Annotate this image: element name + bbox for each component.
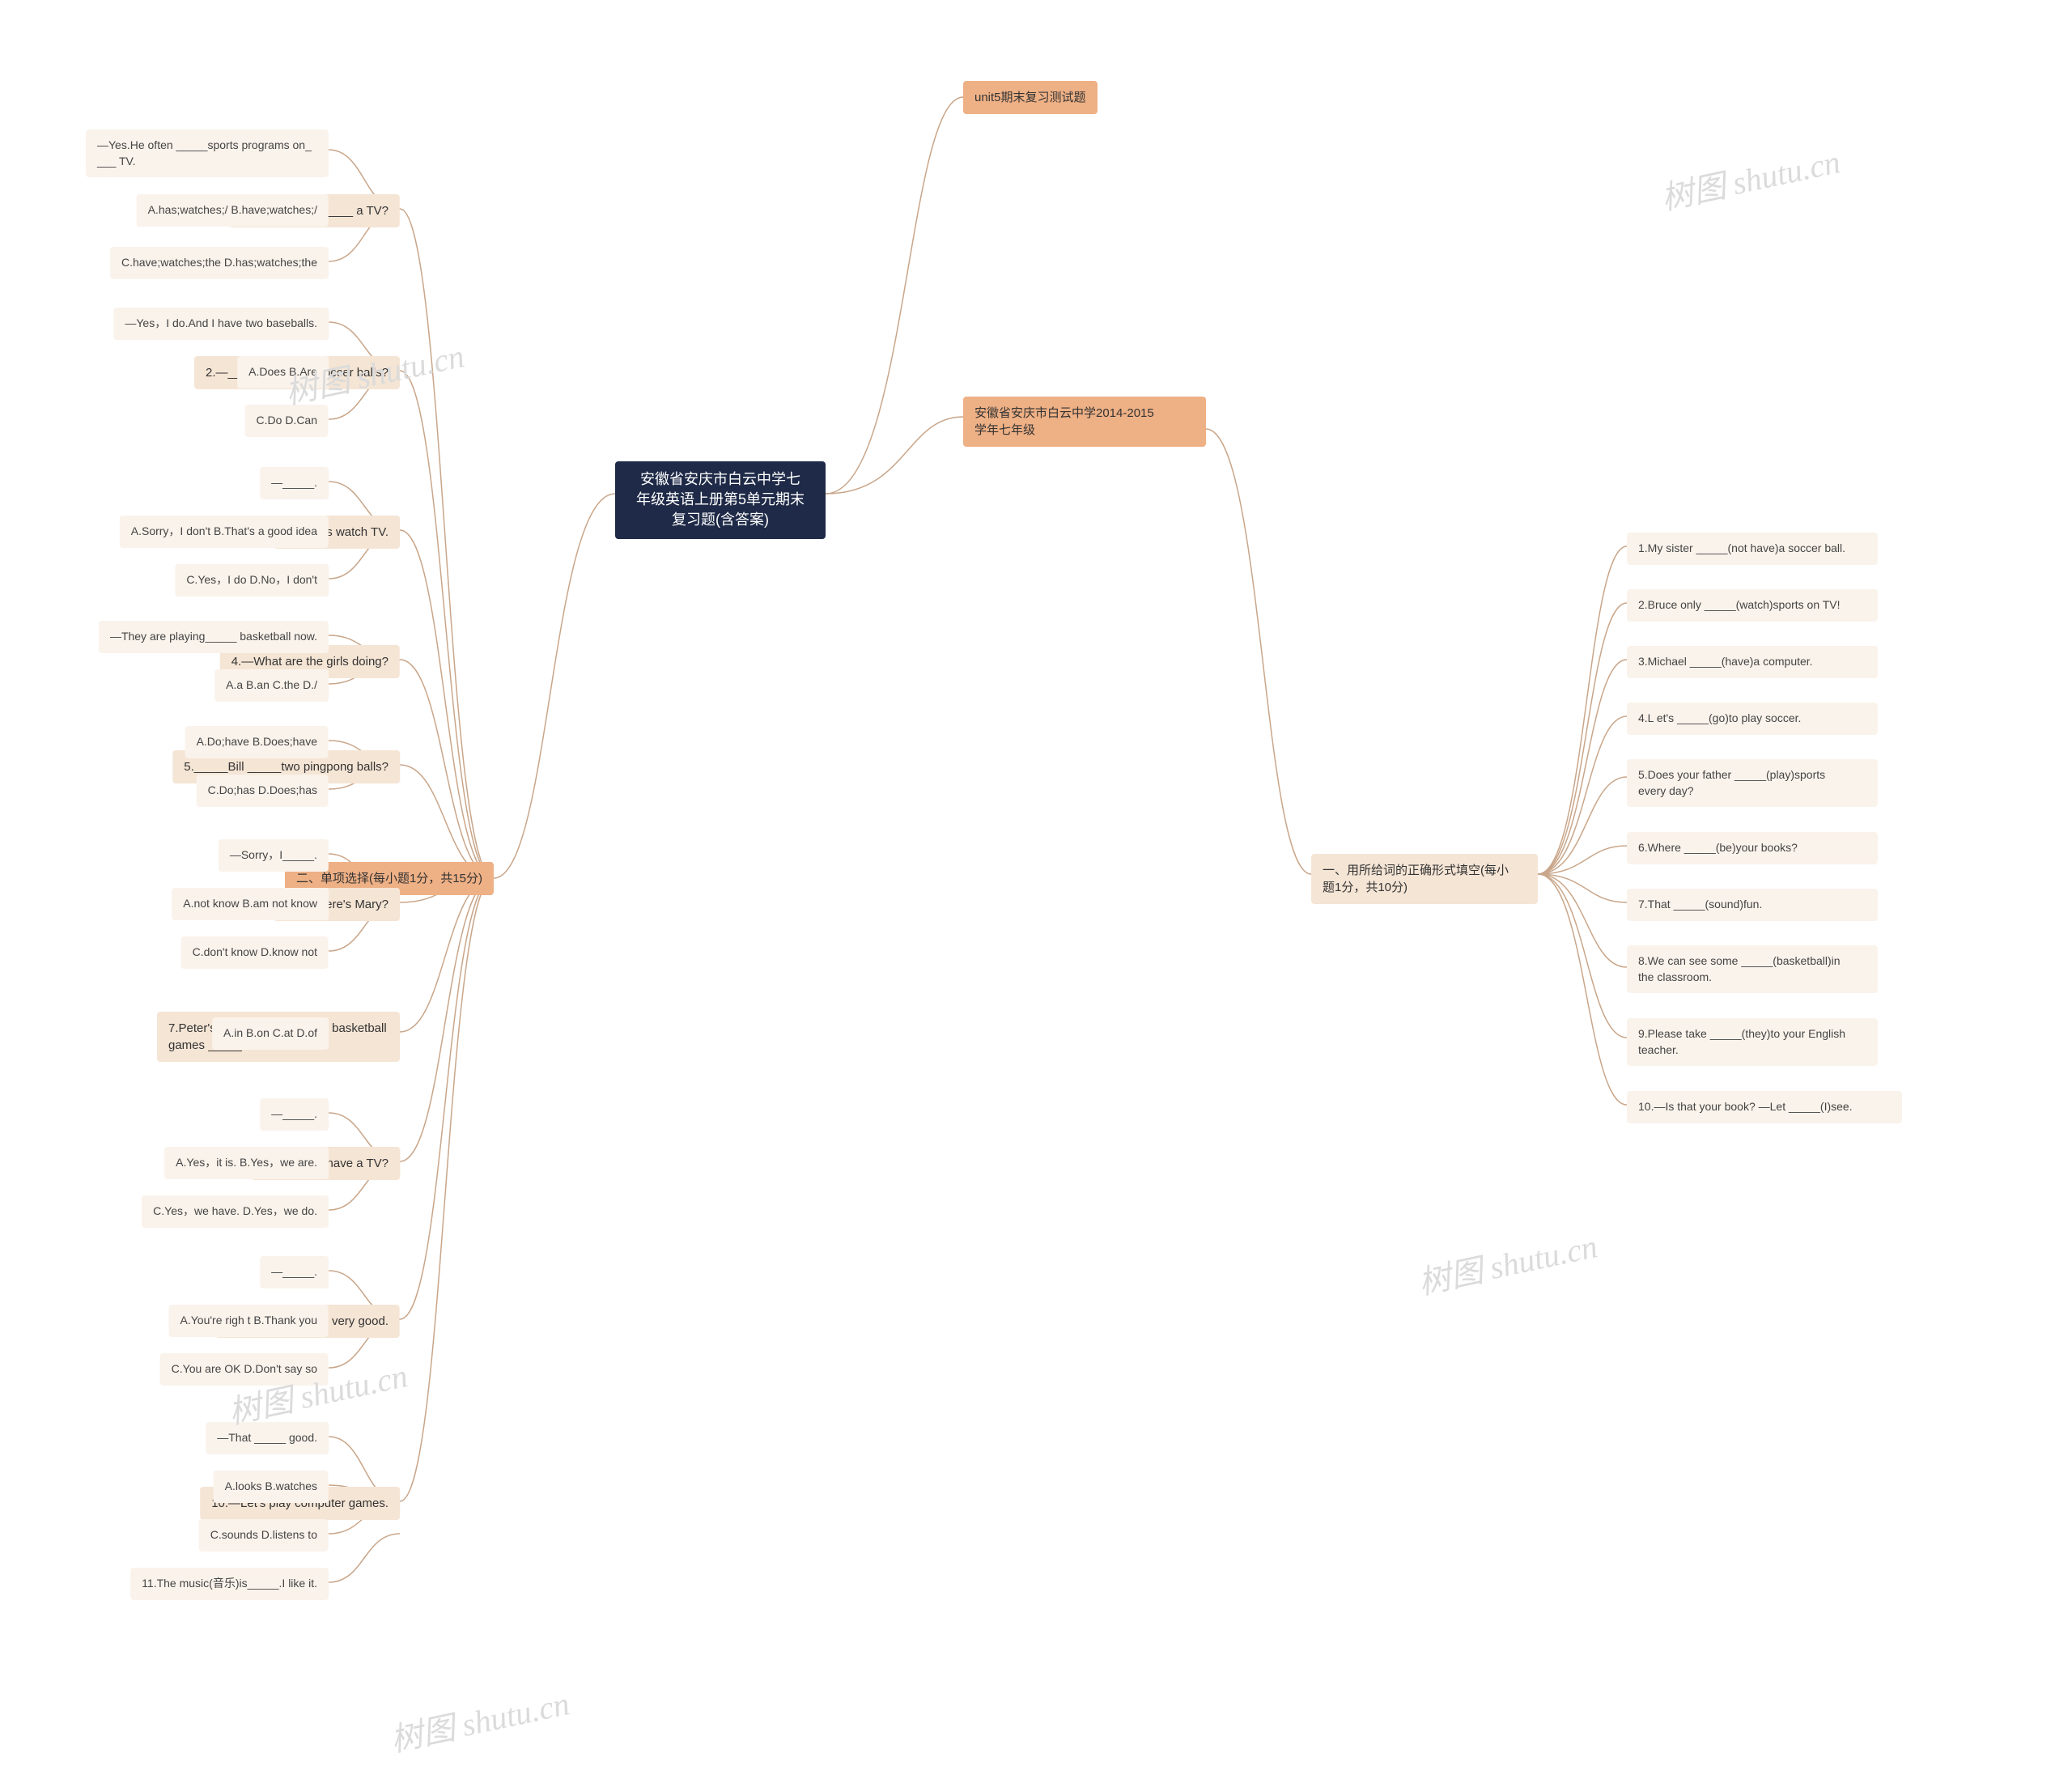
watermark: 树图 shutu.cn — [1413, 1220, 1601, 1303]
q8-b: A.Yes，it is. B.Yes，we are. — [164, 1147, 329, 1179]
root-line1: 安徽省安庆市白云中学七 — [640, 471, 800, 487]
q8-c: C.Yes，we have. D.Yes，we do. — [142, 1195, 329, 1228]
watermark: 树图 shutu.cn — [385, 1677, 573, 1760]
q3-c: C.Yes，I do D.No，I don't — [175, 564, 329, 596]
r-item-9: 9.Please take _____(they)to your English… — [1627, 1018, 1878, 1066]
q6-c: C.don't know D.know not — [181, 936, 329, 969]
r-item-7: 7.That _____(sound)fun. — [1627, 889, 1878, 921]
r-item-1: 1.My sister _____(not have)a soccer ball… — [1627, 533, 1878, 565]
r-item-6: 6.Where _____(be)your books? — [1627, 832, 1878, 864]
q8-a: —_____. — [260, 1098, 329, 1131]
q10-c: C.sounds D.listens to — [199, 1519, 329, 1552]
r-item-5: 5.Does your father _____(play)sports eve… — [1627, 759, 1878, 807]
q4-a: —They are playing_____ basketball now. — [99, 621, 329, 653]
watermark: 树图 shutu.cn — [1656, 135, 1844, 219]
q10-b: A.looks B.watches — [214, 1471, 329, 1503]
q9-a: —_____. — [260, 1256, 329, 1288]
r-item-3: 3.Michael _____(have)a computer. — [1627, 646, 1878, 678]
q2-b: A.Does B.Are — [237, 356, 329, 388]
right-branch2: 安徽省安庆市白云中学2014-2015 学年七年级 — [963, 397, 1206, 447]
q7-a: A.in B.on C.at D.of — [212, 1017, 329, 1050]
q4-b: A.a B.an C.the D./ — [214, 669, 329, 702]
q10-d: 11.The music(音乐)is_____.I like it. — [130, 1568, 329, 1600]
q2-a: —Yes，I do.And I have two baseballs. — [113, 308, 329, 340]
q9-b: A.You're righ t B.Thank you — [169, 1305, 329, 1337]
root-line2: 年级英语上册第5单元期末 — [636, 491, 805, 507]
q1-c: C.have;watches;the D.has;watches;the — [110, 247, 329, 279]
r-item-8: 8.We can see some _____(basketball)in th… — [1627, 945, 1878, 993]
q10-a: —That _____ good. — [206, 1422, 329, 1454]
root-node: 安徽省安庆市白云中学七 年级英语上册第5单元期末 复习题(含答案) — [615, 461, 826, 539]
q5-b: C.Do;has D.Does;has — [197, 775, 329, 807]
q1-a: —Yes.He often _____sports programs on_ _… — [86, 129, 329, 177]
r-item-2: 2.Bruce only _____(watch)sports on TV! — [1627, 589, 1878, 622]
right-branch1: unit5期末复习测试题 — [963, 81, 1098, 114]
right-section1: 一、用所给词的正确形式填空(每小 题1分，共10分) — [1311, 854, 1538, 904]
r-item-10: 10.—Is that your book? —Let _____(I)see. — [1627, 1091, 1902, 1123]
r-item-4: 4.L et's _____(go)to play soccer. — [1627, 703, 1878, 735]
q3-a: —_____. — [260, 467, 329, 499]
q3-b: A.Sorry，I don't B.That's a good idea — [120, 516, 329, 548]
q6-b: A.not know B.am not know — [172, 888, 329, 920]
q1-b: A.has;watches;/ B.have;watches;/ — [137, 194, 329, 227]
q6-a: —Sorry，I_____. — [219, 839, 329, 872]
root-line3: 复习题(含答案) — [672, 512, 769, 528]
q9-c: C.You are OK D.Don't say so — [160, 1353, 329, 1386]
q5-a: A.Do;have B.Does;have — [185, 726, 329, 758]
q2-c: C.Do D.Can — [245, 405, 329, 437]
